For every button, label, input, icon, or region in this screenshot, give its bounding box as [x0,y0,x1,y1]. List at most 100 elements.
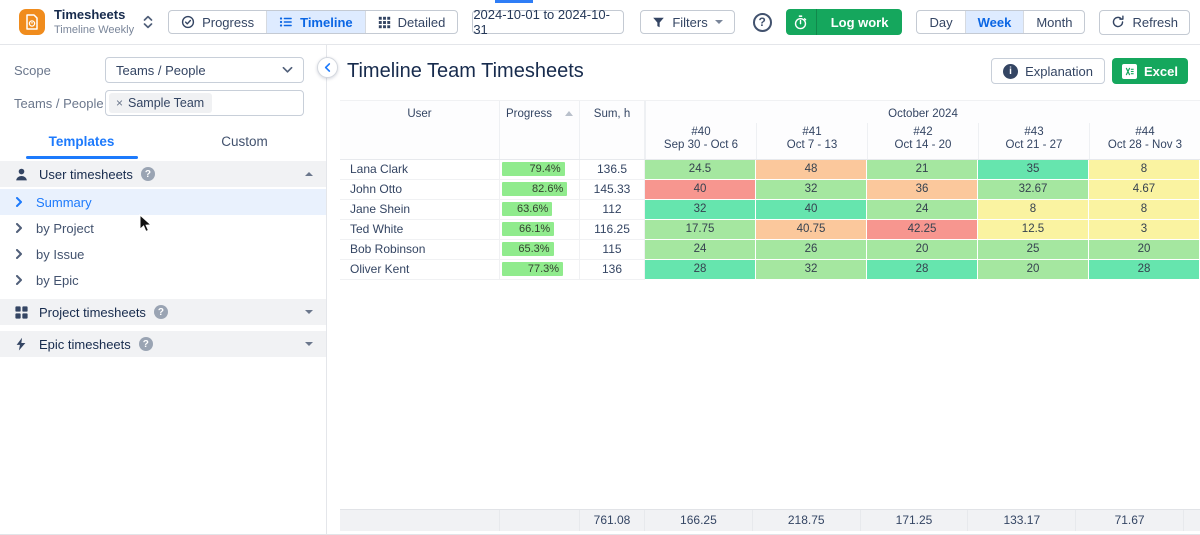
topbar-right: ? Log work Day Week Month Refresh [752,9,1190,35]
table-totals-row: 761.08 166.25 218.75 171.25 133.17 71.67 [340,509,1200,531]
week-hours-cell[interactable]: 20 [1089,240,1200,260]
table-row: Oliver Kent 77.3% 136 28 32 28 20 28 [340,260,1200,280]
week-hours-cell[interactable]: 42.25 [867,220,978,240]
sidebar-tab-custom[interactable]: Custom [163,127,326,159]
remove-tag-icon[interactable]: × [116,96,124,110]
timesheet-table: User Progress Sum, h October 2024 #40 Sep… [340,100,1200,280]
period-tab-month[interactable]: Month [1023,11,1084,33]
section-header-epic-timesheets[interactable]: Epic timesheets? [0,331,326,357]
view-tab-progress[interactable]: Progress [169,11,266,33]
topbar: Timesheets Timeline Weekly Progress Timel… [0,0,1200,45]
help-badge-icon[interactable]: ? [138,337,153,351]
chevron-right-icon [15,249,26,259]
week-hours-cell[interactable]: 28 [1089,260,1200,280]
week-hours-cell[interactable]: 8 [1089,200,1200,220]
filters-button[interactable]: Filters [640,10,735,34]
week-hours-cell[interactable]: 28 [645,260,756,280]
col-header-user[interactable]: User [340,101,500,159]
period-tab-day[interactable]: Day [917,11,964,33]
collapse-caret-icon[interactable] [305,172,313,176]
view-tabs: Progress Timeline Detailed [168,10,459,34]
app-brand: Timesheets Timeline Weekly [19,7,153,36]
sidebar-collapse-button[interactable] [317,57,338,78]
week-range: Oct 14 - 20 [894,139,952,151]
week-header-42[interactable]: #42 Oct 14 - 20 [867,123,978,159]
user-name-cell: Lana Clark [340,160,500,180]
col-header-sum[interactable]: Sum, h [580,101,645,159]
section-header-project-timesheets[interactable]: Project timesheets? [0,299,326,325]
week-hours-cell[interactable]: 3 [1089,220,1200,240]
help-badge-icon[interactable]: ? [153,305,168,319]
week-hours-cell[interactable]: 8 [1089,160,1200,180]
sidebar-item-summary[interactable]: Summary [0,189,326,215]
week-hours-cell[interactable]: 26 [756,240,867,260]
week-hours-cell[interactable]: 25 [978,240,1089,260]
user-name-cell: John Otto [340,180,500,200]
section-label: User timesheets [39,166,133,182]
date-range-input[interactable]: 2024-10-01 to 2024-10-31 [472,7,625,37]
period-tabs: Day Week Month [916,10,1086,34]
week-hours-cell[interactable]: 32 [645,200,756,220]
week-hours-cell[interactable]: 24.5 [645,160,756,180]
expand-caret-icon[interactable] [305,342,313,346]
section-header-user-timesheets[interactable]: User timesheets? [0,161,326,187]
week-header-44[interactable]: #44 Oct 28 - Nov 3 [1089,123,1200,159]
week-hours-cell[interactable]: 17.75 [645,220,756,240]
week-number: #40 [691,126,711,138]
week-hours-cell[interactable]: 8 [978,200,1089,220]
week-hours-cell[interactable]: 36 [867,180,978,200]
week-range: Oct 21 - 27 [1005,139,1063,151]
teams-input[interactable]: × Sample Team [105,90,304,116]
week-header-43[interactable]: #43 Oct 21 - 27 [978,123,1089,159]
period-tab-week[interactable]: Week [964,11,1024,33]
view-tab-detailed[interactable]: Detailed [364,11,458,33]
week-range: Sep 30 - Oct 6 [663,139,739,151]
sidebar-item-by-issue[interactable]: by Issue [0,241,326,267]
week-hours-cell[interactable]: 32 [756,180,867,200]
week-hours-cell[interactable]: 48 [756,160,867,180]
week-hours-cell[interactable]: 35 [978,160,1089,180]
sidebar-tab-templates[interactable]: Templates [0,127,163,159]
help-icon[interactable]: ? [752,12,772,32]
week-hours-cell[interactable]: 24 [645,240,756,260]
week-hours-cell[interactable]: 28 [867,260,978,280]
timer-icon[interactable] [786,9,817,35]
main-content: Timeline Team Timesheets i Explanation E… [328,45,1200,535]
week-hours-cell[interactable]: 20 [867,240,978,260]
col-header-progress[interactable]: Progress [500,101,580,159]
week-hours-cell[interactable]: 24 [867,200,978,220]
help-badge-icon[interactable]: ? [140,167,155,181]
sidebar-item-by-project[interactable]: by Project [0,215,326,241]
log-work-button[interactable]: Log work [830,14,889,30]
refresh-button[interactable]: Refresh [1099,9,1190,35]
main-header-actions: i Explanation Excel [991,58,1188,84]
week-hours-cell[interactable]: 12.5 [978,220,1089,240]
progress-value: 79.4% [529,163,561,175]
view-tab-timeline[interactable]: Timeline [266,11,365,33]
view-tab-label: Progress [202,14,255,30]
sum-cell: 116.25 [580,220,645,240]
scope-label: Scope [14,62,51,78]
excel-export-button[interactable]: Excel [1112,58,1188,84]
week-header-40[interactable]: #40 Sep 30 - Oct 6 [645,123,756,159]
week-hours-cell[interactable]: 40 [756,200,867,220]
team-tag-label: Sample Team [128,96,205,110]
expand-caret-icon[interactable] [305,310,313,314]
date-range-value: 2024-10-01 to 2024-10-31 [473,7,610,37]
scope-select[interactable]: Teams / People [105,57,304,83]
explanation-button[interactable]: i Explanation [991,58,1106,84]
week-hours-cell[interactable]: 40.75 [756,220,867,240]
week-hours-cell[interactable]: 4.67 [1089,180,1200,200]
week-header-41[interactable]: #41 Oct 7 - 13 [756,123,867,159]
team-tag[interactable]: × Sample Team [109,93,213,113]
week-hours-cell[interactable]: 40 [645,180,756,200]
week-hours-cell[interactable]: 20 [978,260,1089,280]
week-hours-cell[interactable]: 32 [756,260,867,280]
week-hours-cell[interactable]: 21 [867,160,978,180]
log-work-group: Log work [785,9,903,35]
report-switcher-icon[interactable] [143,14,153,30]
progress-cell: 63.6% [500,200,580,220]
sidebar-item-by-epic[interactable]: by Epic [0,267,326,293]
week-hours-cell[interactable]: 32.67 [978,180,1089,200]
teams-label: Teams / People [14,95,104,111]
